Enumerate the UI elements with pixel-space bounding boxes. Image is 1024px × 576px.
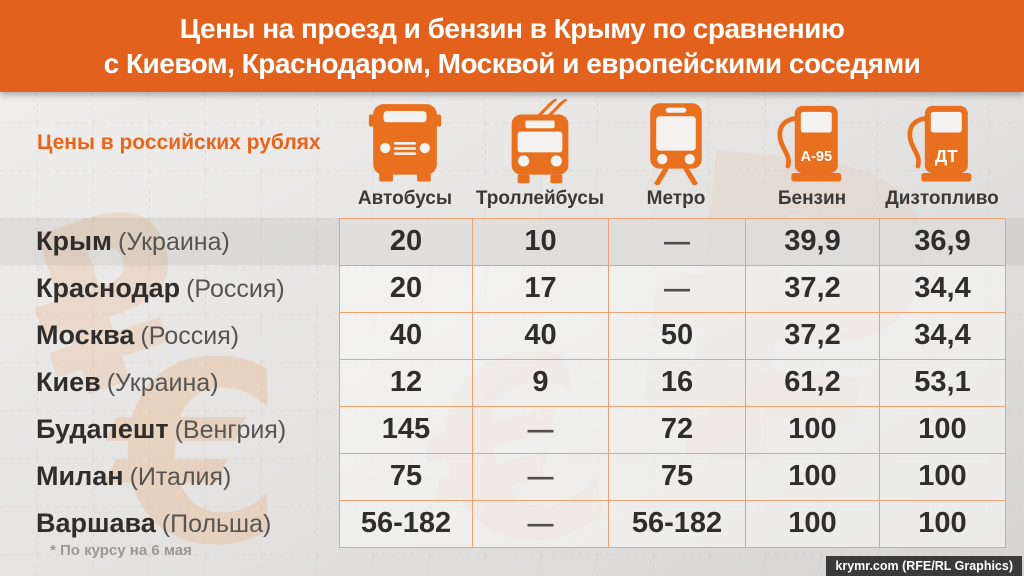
table-cell: — [608, 265, 745, 312]
table-cell: 16 [608, 359, 745, 406]
column-header-buses: Автобусы [340, 99, 470, 210]
row-label-budapest: Будапешт (Венгрия) [36, 406, 336, 453]
country-name: (Италия) [129, 463, 232, 491]
column-label-buses: Автобусы [357, 188, 453, 209]
currency-note: Цены в российских рублях [37, 131, 321, 154]
table-cell: 75 [608, 453, 745, 500]
column-label-diesel: Дизтопливо [885, 188, 999, 209]
exchange-rate-footnote: * По курсу на 6 мая [50, 542, 192, 559]
column-header-gasoline: А-95 Бензин [747, 99, 877, 210]
table-cell: 17 [472, 265, 608, 312]
row-label-warsaw: Варшава (Польша) [36, 500, 336, 547]
row-label-krasnodar: Краснодар (Россия) [36, 265, 336, 312]
source-credit: krymr.com (RFE/RL Graphics) [826, 556, 1022, 576]
table-cell: 72 [608, 406, 745, 453]
table-cell: 34,4 [879, 312, 1005, 359]
header-banner: Цены на проезд и бензин в Крыму по сравн… [0, 0, 1024, 92]
city-name: Варшава [36, 508, 156, 538]
title-line-2: с Киевом, Краснодаром, Москвой и европей… [103, 47, 921, 79]
table-cell: — [472, 406, 608, 453]
title-line-1: Цены на проезд и бензин в Крыму по сравн… [179, 12, 845, 44]
column-label-gasoline: Бензин [777, 188, 847, 209]
table-cell: 39,9 [745, 218, 879, 265]
table-cell: 37,2 [745, 265, 879, 312]
fuel-pump-icon: А-95 [777, 105, 842, 182]
table-cell: 40 [339, 312, 472, 359]
table-cell: 100 [745, 406, 879, 453]
country-name: (Россия) [186, 275, 285, 303]
row-label-crimea: Крым (Украина) [36, 218, 336, 265]
table-cell: 53,1 [879, 359, 1005, 406]
row-label-milan: Милан (Италия) [36, 453, 336, 500]
table-cell: 10 [472, 218, 608, 265]
table-cell: — [472, 500, 608, 547]
table-cell: 34,4 [879, 265, 1005, 312]
table-cell: 100 [745, 453, 879, 500]
price-table: 20 10 — 39,9 36,9 20 17 — 37,2 34,4 40 4… [339, 218, 1006, 548]
table-cell: 100 [745, 500, 879, 547]
city-name: Киев [36, 367, 101, 397]
pump-grade-label: ДТ [935, 146, 958, 166]
table-cell: 56-182 [339, 500, 472, 547]
table-cell: 37,2 [745, 312, 879, 359]
table-cell: 12 [339, 359, 472, 406]
country-name: (Украина) [106, 369, 219, 397]
country-name: (Украина) [118, 228, 230, 256]
table-cell: 40 [472, 312, 608, 359]
table-cell: — [608, 218, 745, 265]
pump-grade-label: А-95 [800, 149, 832, 165]
table-cell: 36,9 [879, 218, 1005, 265]
country-name: (Россия) [140, 322, 240, 350]
table-cell: — [472, 453, 608, 500]
trolleybus-icon [511, 99, 569, 184]
table-cell: 9 [472, 359, 608, 406]
table-cell: 100 [879, 406, 1005, 453]
table-cell: 56-182 [608, 500, 745, 547]
city-name: Краснодар [36, 273, 181, 303]
table-cell: 61,2 [745, 359, 879, 406]
column-header-trolleybuses: Троллейбусы [475, 99, 605, 210]
row-label-kiev: Киев (Украина) [36, 359, 336, 406]
column-label-metro: Метро [646, 188, 706, 209]
table-cell: 75 [339, 453, 472, 500]
city-name: Будапешт [36, 414, 169, 444]
table-cell: 20 [339, 218, 472, 265]
fuel-pump-icon: ДТ [907, 105, 972, 182]
table-cell: 100 [879, 500, 1005, 547]
city-name: Милан [36, 461, 124, 491]
bus-icon [368, 104, 442, 182]
metro-train-icon [650, 103, 702, 185]
city-name: Крым [36, 226, 113, 256]
column-header-diesel: ДТ Дизтопливо [877, 99, 1007, 210]
table-cell: 50 [608, 312, 745, 359]
table-cell: 100 [879, 453, 1005, 500]
city-name: Москва [36, 320, 135, 350]
column-label-trolleybuses: Троллейбусы [475, 188, 605, 209]
country-name: (Венгрия) [174, 416, 287, 444]
table-cell: 145 [339, 406, 472, 453]
country-name: (Польша) [161, 510, 272, 538]
column-header-metro: Метро [611, 99, 741, 210]
table-cell: 20 [339, 265, 472, 312]
row-label-moscow: Москва (Россия) [36, 312, 336, 359]
